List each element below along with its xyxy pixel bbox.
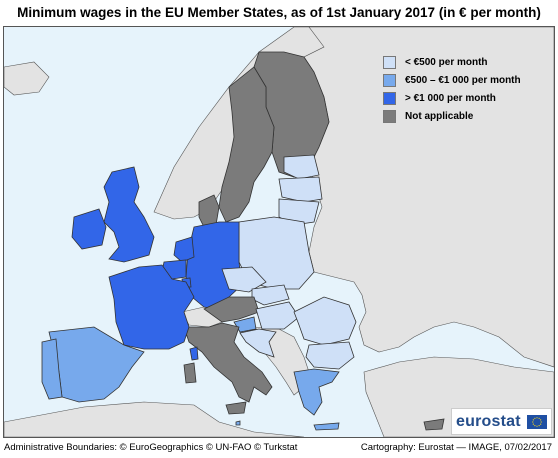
region-estonia[interactable] <box>283 154 320 180</box>
region-slovakia[interactable] <box>251 284 290 306</box>
legend-swatch-high <box>383 91 396 105</box>
map-footer: Administrative Boundaries: © EuroGeograp… <box>0 437 558 458</box>
eurostat-logo-text: eurostat <box>456 412 521 430</box>
region-croatia[interactable] <box>239 328 277 358</box>
region-ireland[interactable] <box>71 208 107 250</box>
region-hungary[interactable] <box>255 301 300 330</box>
region-greece[interactable] <box>293 368 340 416</box>
region-france[interactable] <box>108 264 195 350</box>
footer-credits: Administrative Boundaries: © EuroGeograp… <box>4 442 298 453</box>
legend-item-low: < €500 per month <box>383 53 543 71</box>
region-italy[interactable] <box>183 322 273 403</box>
region-netherlands[interactable] <box>173 236 195 263</box>
region-iceland <box>4 61 50 96</box>
region-united-kingdom[interactable] <box>103 166 155 263</box>
legend-label-mid: €500 – €1 000 per month <box>405 74 521 86</box>
region-latvia[interactable] <box>278 176 323 203</box>
region-romania[interactable] <box>293 296 357 346</box>
region-sweden[interactable] <box>218 66 275 223</box>
eu-flag-star <box>536 425 538 427</box>
map-legend: < €500 per month €500 – €1 000 per month… <box>383 53 543 125</box>
region-bulgaria[interactable] <box>305 341 355 370</box>
region-portugal[interactable] <box>41 338 63 400</box>
legend-item-na: Not applicable <box>383 107 543 125</box>
legend-label-na: Not applicable <box>405 110 474 122</box>
region-czechia[interactable] <box>221 266 267 293</box>
legend-swatch-low <box>383 55 396 69</box>
eu-flag-star <box>534 417 536 419</box>
region-crete[interactable] <box>313 422 340 431</box>
legend-swatch-na <box>383 109 396 123</box>
eu-flag-star <box>538 417 540 419</box>
region-cyprus[interactable] <box>423 418 445 431</box>
region-malta[interactable] <box>235 420 241 426</box>
legend-item-high: > €1 000 per month <box>383 89 543 107</box>
eu-flag-star <box>532 420 534 423</box>
legend-label-high: > €1 000 per month <box>405 92 496 104</box>
region-sicily[interactable] <box>225 401 247 415</box>
region-corsica[interactable] <box>189 346 199 361</box>
eu-flag-star <box>538 424 540 426</box>
eu-flag-star <box>540 420 542 423</box>
eu-flag-star <box>532 418 534 420</box>
eu-flag-star <box>540 423 542 425</box>
eu-flag-star <box>532 423 534 425</box>
eurostat-logo: eurostat <box>451 408 552 435</box>
eu-flag-star <box>540 418 542 420</box>
eu-flag-icon <box>527 414 547 429</box>
map-title: Minimum wages in the EU Member States, a… <box>17 5 541 20</box>
legend-label-low: < €500 per month <box>405 56 488 68</box>
legend-swatch-mid <box>383 73 396 87</box>
region-sardinia[interactable] <box>183 362 197 384</box>
eu-flag-star <box>534 424 536 426</box>
eu-flag-star <box>536 416 538 418</box>
legend-item-mid: €500 – €1 000 per month <box>383 71 543 89</box>
footer-cartography: Cartography: Eurostat — IMAGE, 07/02/201… <box>360 442 552 453</box>
region-north-africa <box>4 401 305 437</box>
eu-member-states <box>41 51 445 431</box>
